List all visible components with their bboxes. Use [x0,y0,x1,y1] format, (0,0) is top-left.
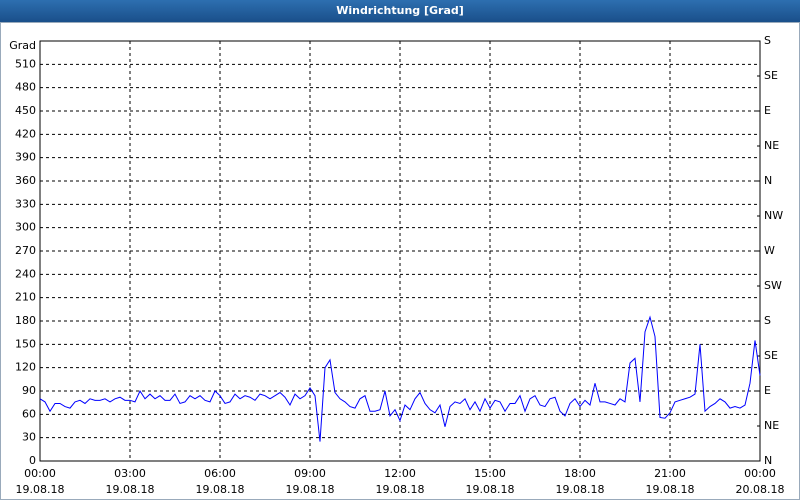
y2-tick-label: E [764,104,771,117]
y2-tick-label: SE [764,69,778,82]
y-tick-label: 150 [15,337,36,350]
y-tick-label: 180 [15,314,36,327]
x-tick-label: 21:00 [654,467,686,480]
x-tick-label: 09:00 [294,467,326,480]
x-tick-date: 20.08.18 [736,483,785,496]
y-tick-label: 120 [15,361,36,374]
y-tick-label: 210 [15,291,36,304]
y-tick-label: 360 [15,174,36,187]
x-tick-label: 03:00 [114,467,146,480]
y2-tick-label: NE [764,139,779,152]
x-tick-date: 19.08.18 [556,483,605,496]
x-tick-date: 19.08.18 [376,483,425,496]
y-tick-label: 60 [22,407,36,420]
y2-tick-label: W [764,244,775,257]
x-tick-label: 06:00 [204,467,236,480]
x-tick-label: 15:00 [474,467,506,480]
y-tick-label: 450 [15,104,36,117]
y2-tick-label: SE [764,349,778,362]
y2-tick-label: S [764,314,771,327]
x-tick-date: 19.08.18 [16,483,65,496]
y-tick-label: 510 [15,57,36,70]
x-tick-date: 19.08.18 [466,483,515,496]
y2-tick-label: S [764,34,771,47]
y-tick-label: 480 [15,81,36,94]
y-tick-label: 0 [29,454,36,467]
x-tick-label: 12:00 [384,467,416,480]
chart-title: Windrichtung [Grad] [336,4,464,17]
y-tick-label: 30 [22,431,36,444]
y-tick-label: 300 [15,221,36,234]
x-tick-date: 19.08.18 [106,483,155,496]
y-tick-label: 390 [15,151,36,164]
data-line [39,315,761,442]
y-tick-label: 330 [15,197,36,210]
x-tick-label: 00:00 [24,467,56,480]
y-tick-label: 240 [15,267,36,280]
x-tick-date: 19.08.18 [196,483,245,496]
x-tick-label: 18:00 [564,467,596,480]
x-tick-date: 19.08.18 [286,483,335,496]
y2-tick-label: SW [764,279,782,292]
y2-tick-label: NE [764,419,779,432]
y2-tick-label: N [764,454,772,467]
y-tick-label: 270 [15,244,36,257]
x-tick-label: 00:00 [744,467,776,480]
y-tick-label: 90 [22,384,36,397]
y-axis-label: Grad [9,39,36,52]
title-bar [0,0,800,22]
y-tick-label: 420 [15,127,36,140]
y2-tick-label: NW [764,209,783,222]
y2-tick-label: E [764,384,771,397]
y2-tick-label: N [764,174,772,187]
x-tick-date: 19.08.18 [646,483,695,496]
